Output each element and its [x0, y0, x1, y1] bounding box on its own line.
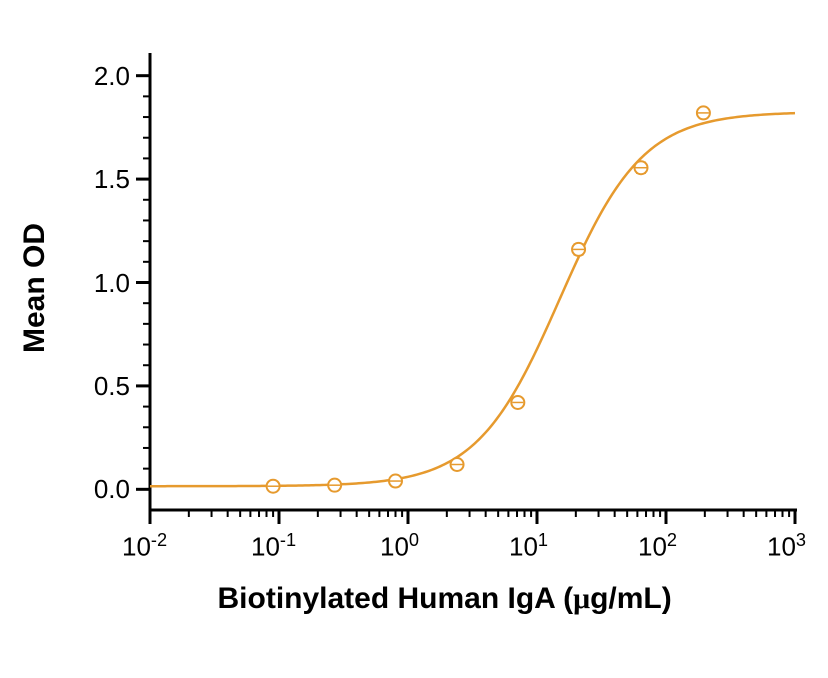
x-tick-label: 10-2 — [122, 530, 167, 563]
y-tick-label: 0.0 — [94, 474, 130, 505]
y-tick-label: 2.0 — [94, 61, 130, 92]
y-tick-label: 1.5 — [94, 164, 130, 195]
x-tick-label: 103 — [767, 530, 806, 563]
chart-canvas — [0, 0, 828, 678]
x-tick-label: 102 — [638, 530, 677, 563]
y-axis-title: Mean OD — [18, 222, 52, 352]
dose-response-chart: 0.0 0.5 1.0 1.5 2.0 10-2 10-1 100 101 102 103 Mea… — [0, 0, 828, 678]
x-tick-label: 100 — [380, 530, 419, 563]
x-tick-label: 10-1 — [251, 530, 296, 563]
y-tick-label: 0.5 — [94, 371, 130, 402]
y-tick-label: 1.0 — [94, 268, 130, 299]
x-axis-title: Biotinylated Human IgA (μg/mL) — [218, 582, 672, 616]
x-tick-label: 101 — [509, 530, 548, 563]
